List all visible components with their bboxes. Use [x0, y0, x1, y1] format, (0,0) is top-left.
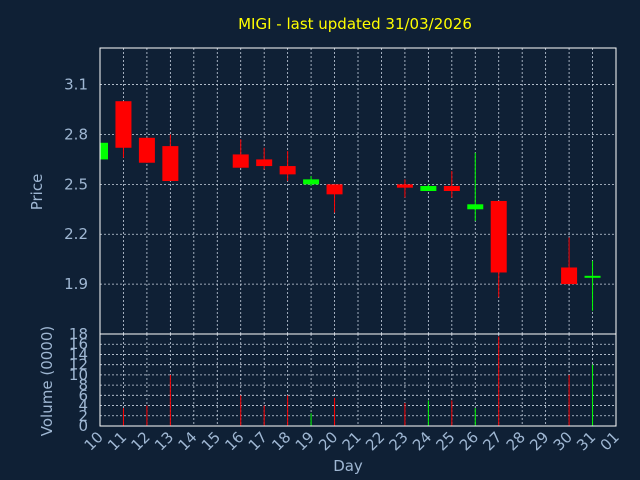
x-tick-label: 30 — [550, 428, 576, 454]
candle-body — [326, 184, 343, 195]
price-tick-label: 2.5 — [64, 175, 88, 193]
price-panel-frame — [99, 47, 617, 335]
price-axis-label: Price — [28, 174, 46, 211]
x-axis-label: Day — [333, 457, 363, 475]
volume-tick-label: 2 — [78, 407, 88, 425]
x-tick-label: 31 — [573, 428, 599, 454]
volume-tick-label: 4 — [78, 397, 88, 415]
x-tick-label: 19 — [292, 428, 318, 454]
x-tick-label: 14 — [174, 428, 200, 454]
x-tick-label: 18 — [268, 428, 294, 454]
candle-body — [396, 184, 413, 188]
candle-body — [138, 137, 155, 163]
volume-tick-label: 12 — [69, 356, 88, 374]
x-tick-label: 25 — [432, 428, 458, 454]
candle-body — [467, 204, 484, 210]
price-tick-label: 2.2 — [64, 225, 88, 243]
price-tick-label: 2.8 — [64, 125, 88, 143]
x-axis: 1011121314151617181920212223242526272829… — [81, 428, 623, 454]
candle-body — [256, 159, 273, 167]
x-tick-label: 22 — [362, 428, 388, 454]
price-tick-label: 1.9 — [64, 275, 88, 293]
x-tick-label: 11 — [104, 428, 130, 454]
price-panel: 1.9 2.2 2.5 2.8 3.1 — [64, 47, 617, 335]
volume-tick-label: 16 — [69, 335, 88, 353]
x-tick-label: 16 — [221, 428, 247, 454]
x-tick-label: 17 — [245, 428, 271, 454]
candle-body — [162, 146, 179, 182]
candle-body — [100, 142, 108, 160]
x-tick-label: 26 — [456, 428, 482, 454]
x-tick-label: 27 — [479, 428, 505, 454]
x-tick-label: 20 — [315, 428, 341, 454]
x-tick-label: 12 — [128, 428, 154, 454]
candle-body — [584, 275, 601, 278]
candle-body — [420, 186, 437, 191]
candle-body — [279, 166, 296, 175]
volume-panel-frame — [99, 333, 617, 427]
candle-body — [490, 200, 507, 273]
volume-axis-label: Volume (0000) — [38, 326, 56, 436]
x-tick-label: 13 — [151, 428, 177, 454]
volume-tick-label: 14 — [69, 345, 88, 363]
x-tick-label: 01 — [597, 428, 623, 454]
candle-body — [303, 179, 320, 185]
volume-tick-label: 0 — [78, 417, 88, 435]
chart-title: MIGI - last updated 31/03/2026 — [238, 15, 472, 33]
price-tick-label: 3.1 — [64, 76, 88, 94]
candle-body — [443, 186, 460, 191]
candle-body — [115, 101, 132, 148]
volume-tick-label: 10 — [69, 366, 88, 384]
candle-body — [232, 154, 249, 168]
candle-body — [561, 267, 578, 285]
x-tick-label: 23 — [386, 428, 412, 454]
volume-tick-label: 8 — [78, 376, 88, 394]
x-tick-label: 28 — [503, 428, 529, 454]
x-tick-label: 24 — [409, 428, 435, 454]
x-tick-label: 29 — [526, 428, 552, 454]
x-tick-label: 15 — [198, 428, 224, 454]
volume-tick-label: 6 — [78, 386, 88, 404]
x-tick-label: 21 — [339, 428, 365, 454]
volume-tick-label: 18 — [69, 325, 88, 343]
